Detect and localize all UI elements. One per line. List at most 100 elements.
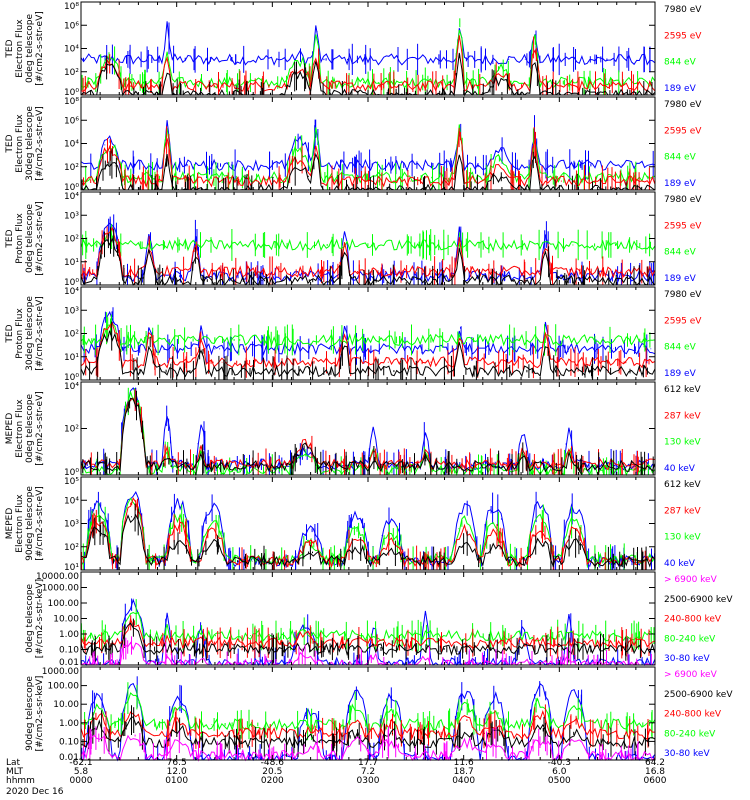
- legend-5-1: 287 keV: [664, 411, 701, 421]
- panel-3: [80, 191, 656, 287]
- ytick-label-6-3: 10⁴: [64, 496, 79, 506]
- xaxis-lat-value-3: 17.7: [358, 758, 378, 768]
- ylabel-5-3: [#/cm2-s-str-eV]: [35, 391, 45, 466]
- ylabel-6-2: 90deg telescope: [25, 486, 35, 561]
- legend-8-1: 2500-6900 keV: [664, 690, 733, 700]
- ytick-label-5-0: 10⁰: [64, 468, 79, 478]
- ylabel-8-1: [#/cm2-s-sr-keV]: [35, 676, 45, 752]
- ytick-label-6-4: 10⁵: [64, 477, 79, 487]
- ylabel-3-0: TED: [5, 229, 15, 248]
- ylabel-7-1: [#/cm2-s-str-keV]: [35, 579, 45, 658]
- panel-1: [80, 1, 656, 97]
- legend-7-1: 2500-6900 keV: [664, 595, 733, 605]
- ylabel-4-0: TED: [5, 324, 15, 343]
- ytick-label-8-4: 100.00: [48, 682, 80, 692]
- legend-2-1: 2595 eV: [664, 126, 702, 136]
- ytick-label-1-0: 10⁰: [64, 88, 79, 98]
- xaxis-mlt-value-2: 20.5: [262, 767, 282, 777]
- legend-1-2: 844 eV: [664, 58, 697, 68]
- legend-5-3: 40 keV: [664, 464, 696, 474]
- ytick-label-3-1: 10¹: [64, 258, 79, 268]
- series-2-2595-ev: [80, 130, 656, 188]
- ylabel-4-1: Proton Flux: [15, 308, 25, 359]
- legend-7-3: 80-240 keV: [664, 634, 716, 644]
- legend-2-2: 844 eV: [664, 153, 697, 163]
- xaxis-rowlabel-hhmm: hhmm: [6, 776, 35, 786]
- legend-6-2: 130 keV: [664, 533, 701, 543]
- series-4-189-ev: [80, 310, 656, 356]
- ytick-label-1-2: 10⁴: [64, 45, 79, 55]
- series-5-40-kev: [80, 387, 656, 472]
- xaxis-lat-value-2: -48.6: [261, 758, 285, 768]
- ytick-label-4-1: 10¹: [64, 353, 79, 363]
- series-3-189-ev: [80, 222, 656, 283]
- series-6-612-kev: [80, 514, 656, 568]
- ylabel-6-1: Electron Flux: [15, 494, 25, 553]
- series-7-2500-6900-kev: [80, 622, 656, 657]
- series-4-844-ev: [80, 323, 656, 347]
- legend-2-0: 7980 eV: [664, 100, 702, 110]
- ytick-label-4-3: 10³: [64, 306, 79, 316]
- ylabel-1-2: 0deg telescope: [25, 14, 35, 84]
- legend-8-2: 240-800 keV: [664, 710, 722, 720]
- ytick-label-8-5: 1000.00: [42, 667, 79, 677]
- ylabel-1-1: Electron Flux: [15, 19, 25, 78]
- ytick-label-3-2: 10²: [64, 235, 79, 245]
- ytick-label-6-0: 10¹: [64, 563, 79, 573]
- ylabel-2-2: 30deg telescope: [25, 106, 35, 181]
- xaxis-lat-value-0: -62.1: [69, 758, 92, 768]
- xaxis-lat-value-5: -40.3: [548, 758, 571, 768]
- ytick-label-7-4: 100.00: [48, 599, 80, 609]
- ytick-label-7-5: 1000.00: [42, 584, 79, 594]
- xaxis-rowlabel-lat: Lat: [6, 758, 21, 768]
- legend-3-3: 189 eV: [664, 274, 697, 284]
- panel-4: [80, 286, 656, 381]
- xaxis-mlt-value-6: 16.8: [645, 767, 665, 777]
- xaxis-hhmm-value-6: 0600: [644, 776, 667, 786]
- series-7-240-800-kev: [80, 617, 656, 650]
- panel-8: [80, 666, 656, 762]
- ylabel-4-3: [#/cm2-s-str-eV]: [35, 296, 45, 371]
- xaxis-mlt-value-1: 12.0: [167, 767, 187, 777]
- series-2-189-ev: [80, 120, 656, 172]
- ylabel-4-2: 30deg telescope: [25, 296, 35, 371]
- legend-1-3: 189 eV: [664, 84, 697, 94]
- ytick-label-6-2: 10³: [64, 520, 79, 530]
- legend-1-1: 2595 eV: [664, 31, 702, 41]
- ytick-label-3-4: 10⁴: [64, 192, 79, 202]
- xaxis-mlt-value-0: 5.8: [74, 767, 89, 777]
- xaxis-rowlabel-mlt: MLT: [6, 767, 24, 777]
- legend-4-3: 189 eV: [664, 369, 697, 379]
- ylabel-3-3: [#/cm2-s-str-eV]: [35, 201, 45, 276]
- legend-6-1: 287 keV: [664, 506, 701, 516]
- legend-1-0: 7980 eV: [664, 5, 702, 15]
- ylabel-6-3: [#/cm2-s-str-eV]: [35, 486, 45, 561]
- legend-3-0: 7980 eV: [664, 195, 702, 205]
- ytick-label-3-0: 10⁰: [64, 278, 79, 288]
- xaxis-hhmm-value-0: 0000: [70, 776, 93, 786]
- ytick-label-8-0: 0.01: [59, 753, 79, 763]
- ytick-label-2-2: 10⁴: [64, 140, 79, 150]
- xaxis-hhmm-value-1: 0100: [165, 776, 188, 786]
- legend-8-4: 30-80 keV: [664, 749, 710, 759]
- legend-3-2: 844 eV: [664, 248, 697, 258]
- legend-7-0: > 6900 keV: [664, 575, 718, 585]
- series-4-2595-ev: [80, 321, 656, 369]
- ytick-label-8-1: 0.10: [59, 737, 79, 747]
- ylabel-8-0: 90deg telescope: [25, 676, 35, 751]
- ylabel-2-3: [#/cm2-s-str-eV]: [35, 106, 45, 181]
- ylabel-1-0: TED: [5, 39, 15, 58]
- legend-4-2: 844 eV: [664, 343, 697, 353]
- legend-3-1: 2595 eV: [664, 221, 702, 231]
- xaxis-hhmm-value-5: 0500: [548, 776, 571, 786]
- legend-2-3: 189 eV: [664, 179, 697, 189]
- ylabel-7-0: 0deg telescope: [25, 584, 35, 654]
- series-3-844-ev: [80, 231, 656, 252]
- ylabel-3-2: 0deg telescope: [25, 204, 35, 274]
- ytick-label-1-1: 10²: [64, 68, 79, 78]
- legend-5-0: 612 keV: [664, 385, 701, 395]
- ytick-label-5-1: 10²: [64, 425, 79, 435]
- panel-frame-3: [80, 191, 656, 286]
- xaxis-mlt-value-5: 6.0: [552, 767, 567, 777]
